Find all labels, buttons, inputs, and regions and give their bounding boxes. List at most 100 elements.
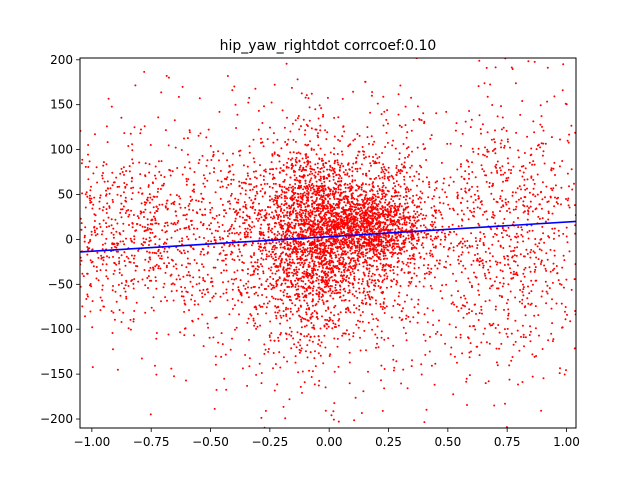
scatter-point <box>350 213 353 216</box>
scatter-point <box>383 274 386 277</box>
scatter-point <box>387 190 390 193</box>
scatter-point <box>324 270 327 273</box>
scatter-point <box>354 261 357 264</box>
scatter-point <box>468 351 471 354</box>
scatter-point <box>358 305 361 307</box>
scatter-point <box>283 277 286 280</box>
scatter-point <box>296 117 299 120</box>
scatter-point <box>313 383 316 386</box>
scatter-point <box>501 189 504 192</box>
scatter-point <box>84 315 86 318</box>
scatter-point <box>105 189 107 192</box>
scatter-point <box>325 239 328 241</box>
scatter-point <box>163 182 165 185</box>
scatter-point <box>315 303 318 305</box>
scatter-point <box>397 225 400 228</box>
scatter-point <box>404 223 407 226</box>
scatter-point <box>299 385 302 388</box>
scatter-point <box>346 172 349 175</box>
scatter-point <box>444 266 447 269</box>
scatter-point <box>531 229 534 232</box>
scatter-point <box>413 262 416 265</box>
scatter-point <box>188 202 191 205</box>
scatter-point <box>106 255 108 258</box>
scatter-point <box>562 232 565 235</box>
scatter-point <box>282 227 285 230</box>
scatter-point <box>346 183 349 186</box>
scatter-point <box>160 174 163 177</box>
scatter-point <box>316 226 319 229</box>
scatter-point <box>363 214 366 217</box>
scatter-point <box>99 309 102 312</box>
scatter-point <box>322 175 325 178</box>
scatter-point <box>327 325 330 328</box>
scatter-point <box>243 231 246 234</box>
scatter-point <box>335 242 338 245</box>
scatter-point <box>92 172 95 175</box>
scatter-point <box>386 275 389 278</box>
scatter-point <box>262 272 265 275</box>
scatter-point <box>260 223 263 226</box>
scatter-point <box>282 251 284 254</box>
scatter-point <box>302 263 305 266</box>
scatter-point <box>379 275 382 278</box>
scatter-point <box>348 291 351 294</box>
scatter-point <box>352 335 355 338</box>
scatter-point <box>129 318 132 321</box>
scatter-point <box>245 230 248 233</box>
scatter-point <box>496 171 499 174</box>
scatter-point <box>253 225 256 228</box>
scatter-point <box>437 235 440 238</box>
scatter-point <box>416 233 419 236</box>
scatter-point <box>114 218 117 221</box>
scatter-point <box>452 272 454 275</box>
scatter-point <box>279 210 282 213</box>
scatter-point <box>158 203 161 206</box>
scatter-point <box>336 197 339 200</box>
scatter-point <box>320 296 323 298</box>
scatter-point <box>407 257 410 260</box>
scatter-point <box>344 173 347 176</box>
scatter-point <box>479 231 482 234</box>
scatter-point <box>373 202 376 205</box>
scatter-point <box>331 244 334 247</box>
scatter-point <box>344 186 347 189</box>
scatter-point <box>278 240 281 243</box>
scatter-point <box>357 252 360 255</box>
scatter-point <box>207 291 210 294</box>
scatter-point <box>491 255 494 258</box>
scatter-point <box>365 238 368 241</box>
scatter-point <box>316 220 319 223</box>
scatter-point <box>320 341 323 344</box>
scatter-point <box>187 262 190 265</box>
scatter-point <box>308 307 310 309</box>
scatter-point <box>289 253 292 256</box>
scatter-point <box>320 167 323 170</box>
scatter-point <box>166 299 168 302</box>
scatter-point <box>202 182 205 185</box>
scatter-point <box>326 274 329 277</box>
scatter-point <box>509 267 511 270</box>
scatter-point <box>367 272 370 275</box>
scatter-point <box>222 269 225 272</box>
scatter-point <box>207 245 210 248</box>
scatter-point <box>388 223 391 226</box>
scatter-point <box>267 267 270 270</box>
scatter-point <box>336 204 339 207</box>
scatter-point <box>158 238 161 241</box>
scatter-point <box>252 273 255 276</box>
scatter-point <box>353 209 356 212</box>
scatter-point <box>340 207 343 210</box>
scatter-point <box>236 255 239 258</box>
scatter-point <box>353 240 356 243</box>
scatter-point <box>337 420 340 423</box>
scatter-point <box>336 161 339 164</box>
scatter-point <box>308 181 311 183</box>
scatter-point <box>378 256 381 259</box>
scatter-point <box>388 179 390 182</box>
scatter-point <box>295 298 298 300</box>
scatter-point <box>389 266 392 269</box>
scatter-point <box>383 175 386 178</box>
scatter-point <box>410 298 413 301</box>
scatter-point <box>292 170 295 173</box>
